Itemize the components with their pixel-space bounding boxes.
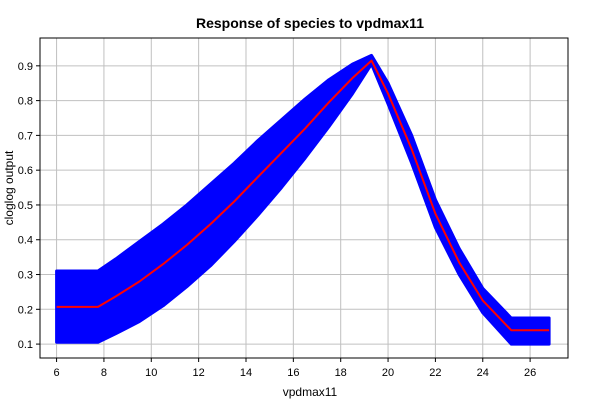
chart-title: Response of species to vpdmax11	[196, 15, 424, 31]
x-axis-label: vpdmax11	[283, 385, 338, 399]
y-tick-label: 0.3	[18, 270, 33, 282]
x-tick-label: 12	[193, 367, 205, 379]
x-axis-ticks: 6 8 10 12 14 16 18 20 22 24 26	[54, 358, 536, 379]
y-tick-label: 0.8	[18, 96, 33, 108]
y-tick-label: 0.4	[18, 235, 33, 247]
x-tick-label: 16	[287, 367, 299, 379]
y-axis-ticks: 0.1 0.2 0.3 0.4 0.5 0.6 0.7 0.8 0.9	[18, 61, 40, 351]
y-tick-label: 0.6	[18, 165, 33, 177]
y-tick-label: 0.9	[18, 61, 33, 73]
x-tick-label: 26	[524, 367, 536, 379]
y-axis-label: cloglog output	[2, 150, 16, 225]
mean-response-line	[56, 59, 550, 332]
y-tick-label: 0.2	[18, 304, 33, 316]
x-tick-label: 10	[145, 367, 157, 379]
y-tick-label: 0.1	[18, 339, 33, 351]
x-tick-label: 20	[382, 367, 394, 379]
y-tick-label: 0.5	[18, 200, 33, 212]
plot-frame	[39, 37, 569, 359]
x-tick-label: 24	[477, 367, 489, 379]
confidence-band	[55, 53, 551, 346]
x-tick-label: 18	[335, 367, 347, 379]
y-tick-label: 0.7	[18, 130, 33, 142]
x-tick-label: 6	[54, 367, 60, 379]
x-tick-label: 8	[101, 367, 107, 379]
x-tick-label: 14	[240, 367, 252, 379]
x-tick-label: 22	[429, 367, 441, 379]
